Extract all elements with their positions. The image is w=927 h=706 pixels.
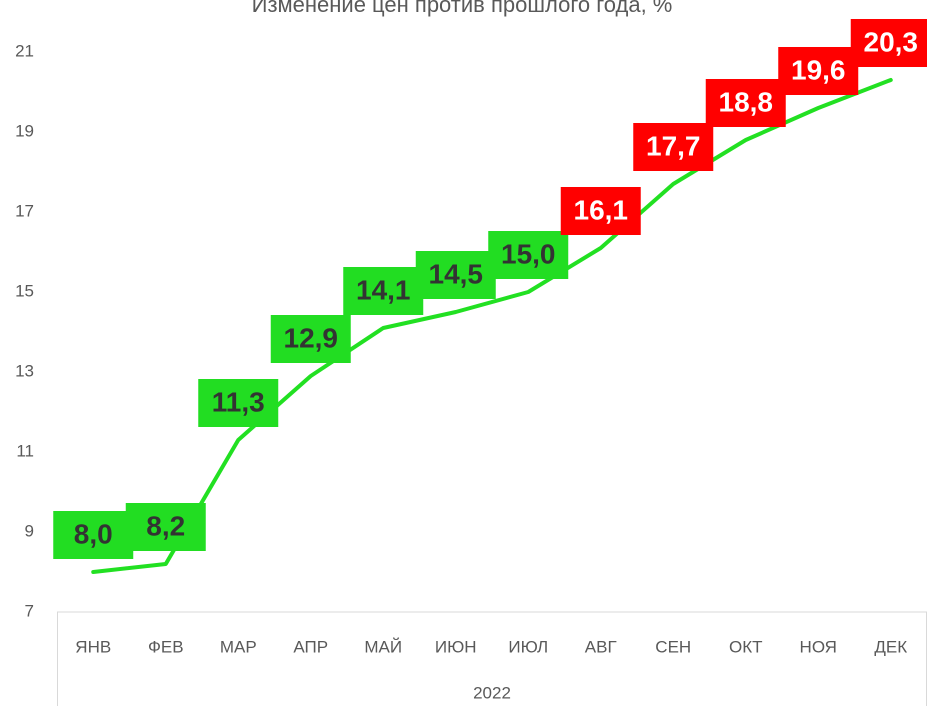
x-tick-label: МАЙ [364,637,402,656]
label-box [270,315,351,363]
y-tick-label: 19 [15,121,34,140]
data-label: 14,5 [429,258,484,289]
x-tick-label: АВГ [585,637,617,656]
data-line [91,78,893,574]
y-tick-label: 21 [15,41,34,60]
x-tick-label: ОКТ [729,637,763,656]
y-tick-label: 9 [25,521,34,540]
group-label: 2022 [473,683,511,702]
data-label: 16,1 [574,194,629,225]
label-box [198,379,279,427]
y-tick-label: 15 [15,281,34,300]
x-tick-label: ИЮЛ [508,637,548,656]
data-label: 19,6 [791,54,846,85]
x-tick-label: ДЕК [874,637,907,656]
x-tick-label: ЯНВ [75,637,111,656]
data-label: 15,0 [501,238,556,269]
label-box [488,231,569,279]
y-tick-label: 11 [16,441,34,460]
label-box [125,503,206,551]
data-label: 8,2 [146,510,185,541]
data-label: 11,3 [212,386,265,417]
x-tick-label: СЕН [655,637,691,656]
label-box [53,511,134,559]
x-tick-label: НОЯ [800,637,837,656]
x-tick-label: ИЮН [435,637,477,656]
label-box [850,19,927,67]
data-label: 18,8 [719,86,774,117]
x-tick-label: АПР [293,637,328,656]
x-tick-label: МАР [220,637,257,656]
label-box [633,123,714,171]
data-label: 20,3 [864,26,919,57]
chart-title: Изменение цен против прошлого года, % [252,0,673,17]
y-tick-label: 13 [15,361,34,380]
label-box [705,79,786,127]
y-tick-label: 7 [25,601,34,620]
data-label: 14,1 [356,274,411,305]
data-label: 17,7 [646,130,701,161]
label-box [560,187,641,235]
data-label: 12,9 [284,322,339,353]
x-tick-label: ФЕВ [148,637,184,656]
label-box [343,267,424,315]
label-box [415,251,496,299]
label-box [778,47,859,95]
y-tick-label: 17 [15,201,34,220]
data-label: 8,0 [74,518,113,549]
